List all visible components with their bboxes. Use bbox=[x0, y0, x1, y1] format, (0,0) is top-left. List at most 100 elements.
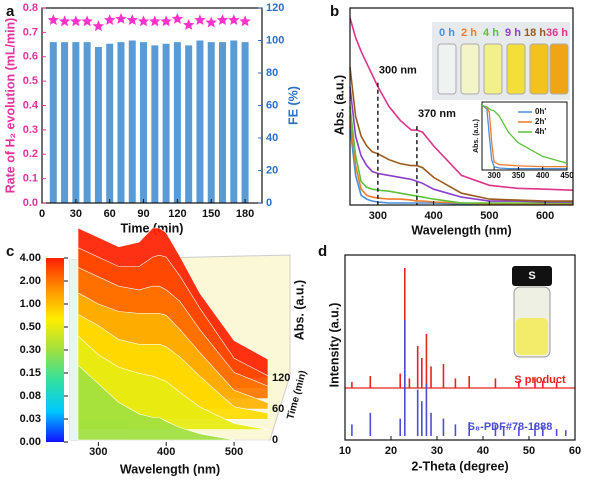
marker-label: 300 nm bbox=[379, 65, 417, 77]
star-marker bbox=[70, 15, 82, 27]
vial-label: S bbox=[528, 270, 535, 282]
bar bbox=[230, 40, 238, 203]
bar bbox=[83, 42, 91, 203]
vial bbox=[549, 43, 569, 95]
x-tick-label: 600 bbox=[536, 210, 554, 222]
x-axis-label: Wavelength (nm) bbox=[411, 223, 511, 237]
spectrum-area bbox=[77, 364, 268, 441]
spectrum-line bbox=[349, 116, 573, 205]
series-label: S₈-PDF#78-1888 bbox=[468, 421, 553, 433]
star-marker bbox=[239, 15, 251, 27]
bar bbox=[94, 47, 102, 203]
legend-label: 0h' bbox=[535, 107, 546, 116]
colorbar-tick-label: 0.30 bbox=[20, 344, 41, 356]
x-tick-label: 500 bbox=[225, 446, 243, 458]
bar bbox=[49, 42, 57, 203]
star-marker bbox=[216, 14, 229, 25]
y-tick-label: 0.6 bbox=[23, 51, 38, 63]
star-marker bbox=[194, 14, 206, 25]
x-tick-label: 450 bbox=[560, 171, 574, 180]
bar bbox=[162, 43, 170, 203]
legend-label: 0 h bbox=[439, 27, 455, 39]
colorbar-tick-label: 4.00 bbox=[20, 252, 41, 264]
colorbar-tick-label: 0.50 bbox=[20, 321, 41, 333]
vial-powder bbox=[516, 318, 548, 355]
y2-tick-label: 20 bbox=[266, 164, 278, 176]
colorbar-tick-label: 2.00 bbox=[20, 275, 41, 287]
star-marker bbox=[160, 15, 172, 27]
y-axis-label: Abs. (a.u.) bbox=[332, 75, 346, 135]
legend-label: 4 h bbox=[483, 27, 499, 39]
y-tick-label: 0.7 bbox=[23, 26, 38, 38]
x-tick-label: 30 bbox=[70, 208, 82, 220]
y-tick-label: 0.2 bbox=[23, 148, 38, 160]
bar bbox=[241, 42, 249, 203]
x-axis-label: Wavelength (nm) bbox=[120, 462, 220, 476]
star-marker bbox=[115, 13, 127, 24]
legend-label: 4h' bbox=[535, 127, 546, 136]
x-tick-label: 40 bbox=[477, 445, 489, 457]
vial bbox=[437, 43, 457, 95]
colorbar-tick-label: 0.15 bbox=[20, 367, 41, 379]
marker-label: 370 nm bbox=[418, 108, 456, 120]
bar bbox=[151, 45, 159, 203]
vial bbox=[529, 43, 549, 95]
y2-tick-label: 80 bbox=[266, 67, 278, 79]
star-marker bbox=[228, 14, 240, 25]
vial bbox=[506, 43, 526, 95]
colorbar-tick-label: 0.08 bbox=[20, 390, 41, 402]
vial bbox=[460, 43, 480, 95]
x-tick-label: 60 bbox=[569, 445, 581, 457]
star-marker bbox=[81, 15, 93, 27]
t-tick-label: 120 bbox=[272, 372, 290, 384]
t-tick-label: 0 bbox=[272, 434, 278, 446]
star-marker bbox=[58, 15, 71, 27]
y-axis-label: Intensity (a.u.) bbox=[327, 303, 341, 388]
spectrum-line bbox=[349, 17, 574, 191]
inset-line bbox=[481, 104, 567, 170]
y2-tick-label: 60 bbox=[266, 99, 278, 111]
star-marker bbox=[126, 14, 138, 25]
legend-label: 2 h bbox=[461, 27, 477, 39]
star-marker bbox=[183, 19, 195, 30]
x-tick-label: 60 bbox=[104, 208, 116, 220]
y2-axis-label: FE (%) bbox=[286, 86, 300, 125]
y-tick-label: 0.0 bbox=[23, 197, 38, 209]
x-tick-label: 90 bbox=[137, 208, 149, 220]
panel-label: a bbox=[6, 3, 15, 20]
series-label: S product bbox=[514, 374, 566, 386]
plot-frame bbox=[344, 254, 576, 441]
x-tick-label: 500 bbox=[480, 210, 498, 222]
star-marker bbox=[149, 15, 161, 27]
plot-frame bbox=[349, 7, 574, 206]
y2-tick-label: 120 bbox=[266, 2, 284, 14]
x-axis-label: 2-Theta (degree) bbox=[411, 459, 508, 473]
x-tick-label: 50 bbox=[523, 445, 535, 457]
y-tick-label: 0.5 bbox=[23, 75, 38, 87]
y-axis-label: Rate of H₂ evolution (mL/min) bbox=[3, 18, 17, 194]
x-tick-label: 180 bbox=[236, 208, 254, 220]
x-tick-label: 300 bbox=[369, 210, 387, 222]
star-marker bbox=[104, 14, 116, 25]
colorbar bbox=[46, 258, 64, 442]
bar bbox=[173, 42, 181, 203]
x-tick-label: 400 bbox=[536, 171, 550, 180]
spectrum-line bbox=[349, 86, 573, 203]
x-tick-label: 300 bbox=[487, 171, 501, 180]
inset-y-label: Abs. (a.u.) bbox=[473, 119, 480, 153]
bar bbox=[185, 45, 193, 203]
bar bbox=[61, 42, 69, 203]
star-marker bbox=[137, 15, 150, 27]
bar bbox=[196, 40, 204, 203]
star-marker bbox=[92, 20, 105, 32]
bar bbox=[207, 42, 215, 203]
vial-photo bbox=[432, 22, 570, 100]
y-tick-label: 0.4 bbox=[23, 99, 39, 111]
bar bbox=[140, 42, 148, 203]
y2-tick-label: 0 bbox=[266, 197, 272, 209]
sulfur-vial: S bbox=[512, 266, 552, 358]
legend-label: 18 h bbox=[524, 27, 546, 39]
y-tick-label: 0.8 bbox=[23, 2, 38, 14]
star-marker bbox=[171, 13, 184, 24]
